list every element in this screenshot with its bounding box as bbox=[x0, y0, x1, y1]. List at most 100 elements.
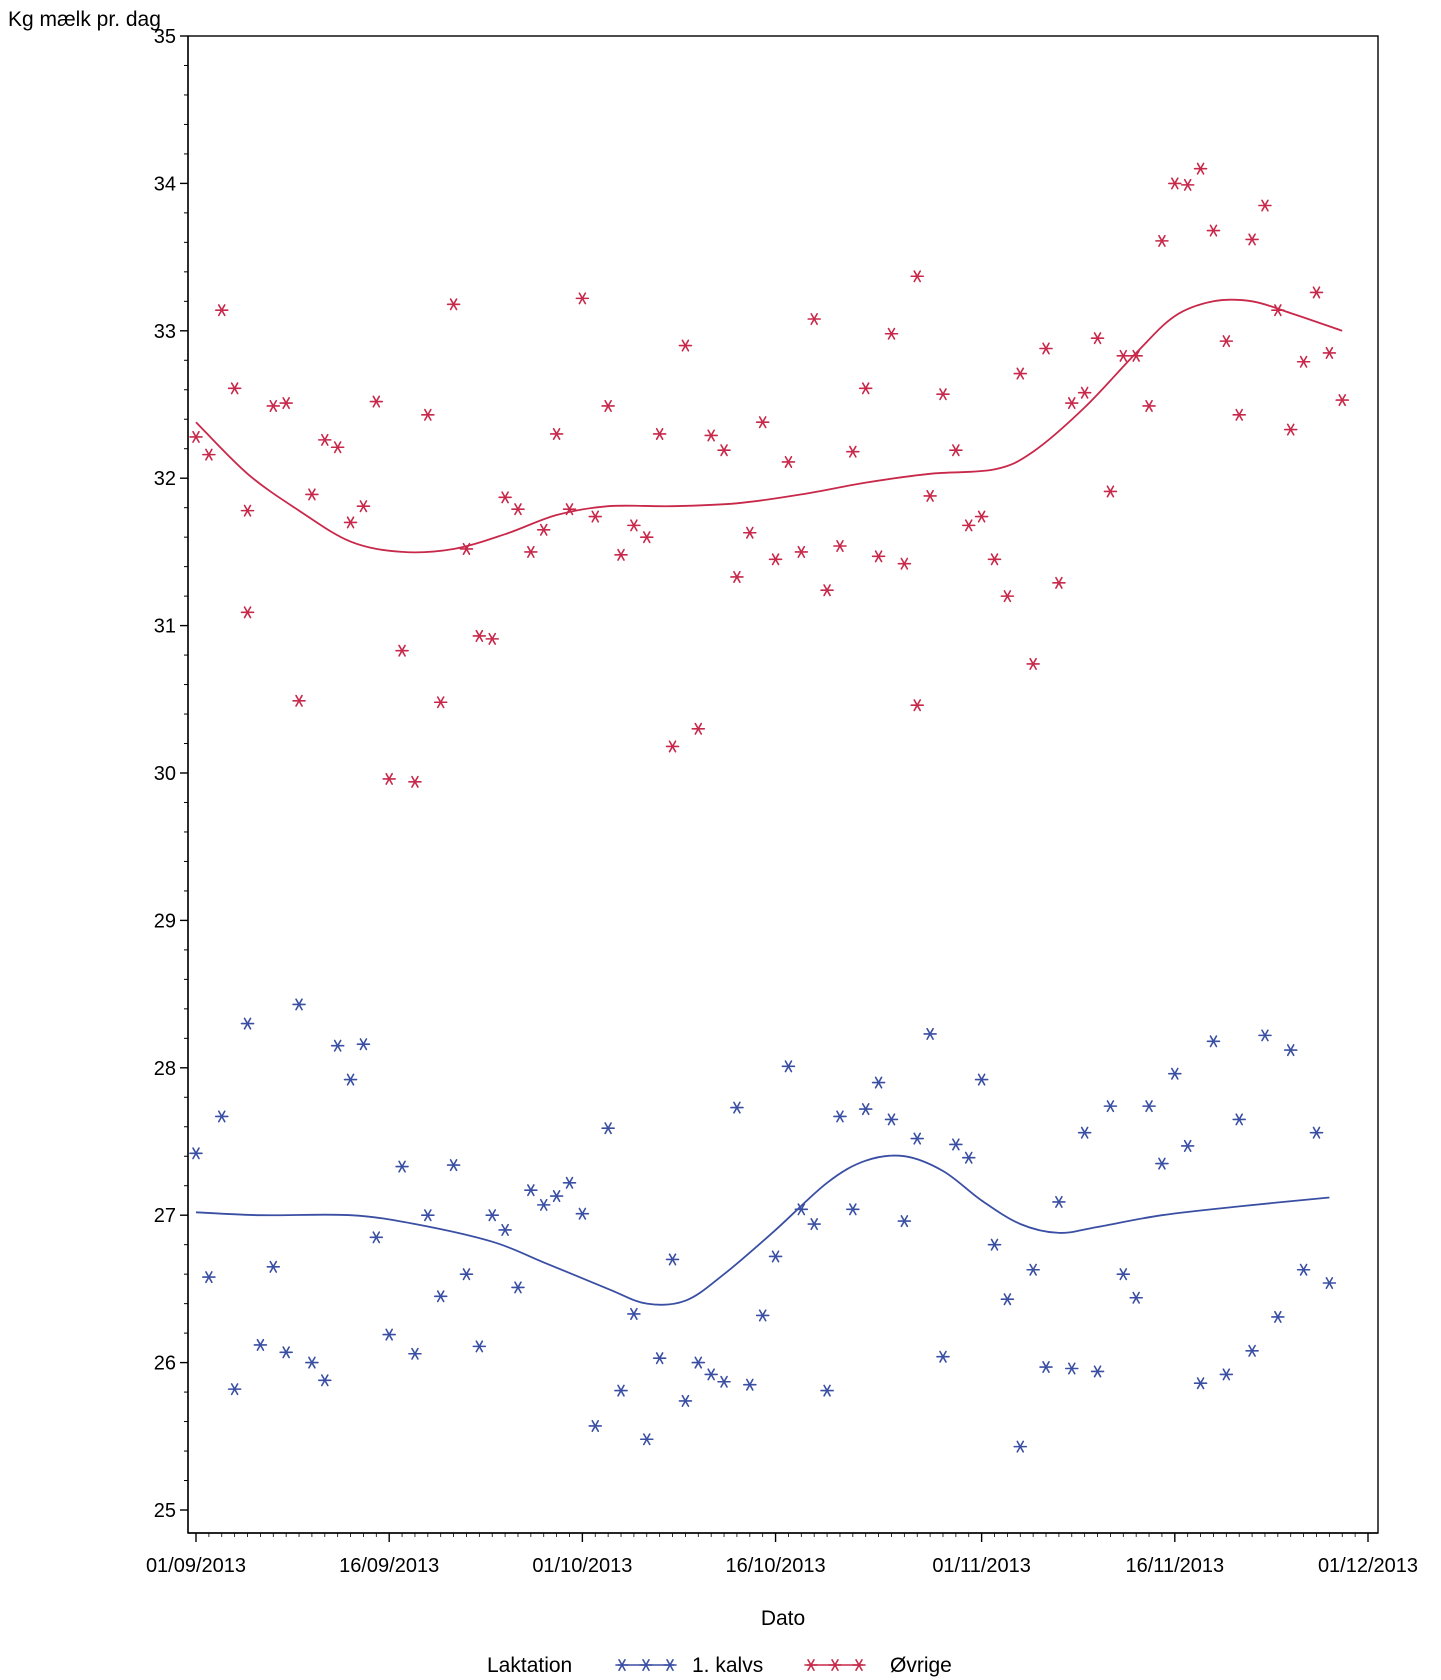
series-2-point bbox=[1000, 590, 1015, 603]
series-2-point bbox=[1193, 162, 1208, 175]
series-2-point bbox=[395, 644, 409, 657]
series-2-point bbox=[652, 427, 667, 441]
series-1-point bbox=[1206, 1035, 1221, 1048]
series-2-point bbox=[549, 427, 564, 441]
x-tick-label: 16/09/2013 bbox=[339, 1555, 439, 1577]
series-2-point bbox=[1180, 178, 1195, 191]
series-1-point bbox=[356, 1038, 371, 1051]
series-1-point bbox=[292, 998, 306, 1011]
series-2-point bbox=[472, 629, 487, 642]
series-1-point bbox=[459, 1268, 474, 1281]
series-1-point bbox=[1155, 1157, 1169, 1170]
series-2-point bbox=[627, 519, 641, 532]
series-1-point bbox=[1168, 1067, 1182, 1080]
series-1-point bbox=[1052, 1195, 1066, 1208]
x-axis: 01/09/2013 16/09/2013 01/10/2013 16/10/2013… bbox=[146, 1532, 1418, 1577]
legend-entry: Øvrige bbox=[804, 1654, 952, 1677]
legend-label: Øvrige bbox=[890, 1654, 952, 1677]
series-2-point bbox=[588, 510, 603, 523]
series-2-point bbox=[858, 382, 873, 395]
series-1-point bbox=[189, 1147, 203, 1160]
series-2-point bbox=[1052, 576, 1066, 589]
legend-title: Laktation bbox=[487, 1654, 572, 1677]
series-2-point bbox=[227, 382, 242, 395]
series-2-point bbox=[1077, 386, 1092, 399]
series-2-point bbox=[846, 445, 860, 458]
series-1-point bbox=[1026, 1263, 1040, 1276]
series-1-point bbox=[1013, 1440, 1028, 1453]
series-1-point bbox=[511, 1281, 525, 1294]
plot-area bbox=[187, 35, 1379, 1534]
series-1-point bbox=[1296, 1263, 1311, 1276]
y-axis: 25 26 27 28 29 30 31 32 33 34 35 bbox=[154, 26, 189, 1533]
series-1-point bbox=[1077, 1126, 1092, 1139]
series-2-point bbox=[433, 696, 448, 709]
legend-marker bbox=[804, 1658, 818, 1672]
y-tick-label: 29 bbox=[154, 910, 176, 932]
series-2-point bbox=[961, 519, 976, 532]
series-1-point bbox=[472, 1340, 487, 1353]
series-1-point bbox=[961, 1151, 976, 1164]
series-1-point bbox=[768, 1250, 783, 1263]
series-1-point bbox=[652, 1352, 667, 1365]
series-1-point bbox=[627, 1307, 641, 1320]
series-1-point bbox=[614, 1384, 628, 1397]
series-2-point bbox=[189, 430, 203, 443]
series-1-point bbox=[279, 1346, 293, 1359]
series-2-point bbox=[536, 523, 551, 536]
series-2-point bbox=[755, 416, 770, 429]
legend-label: 1. kalvs bbox=[692, 1654, 763, 1677]
series-2-point bbox=[794, 545, 809, 558]
series-2-point bbox=[910, 699, 925, 712]
series-2-point bbox=[1090, 332, 1105, 345]
series-2-point bbox=[1309, 286, 1324, 299]
series-1 bbox=[189, 998, 1337, 1453]
series-1-point bbox=[717, 1375, 731, 1388]
series-1-point bbox=[305, 1356, 319, 1369]
series-2-point bbox=[1155, 234, 1169, 247]
series-2-point bbox=[949, 444, 963, 457]
series-1-point bbox=[202, 1271, 216, 1284]
series-2-point bbox=[743, 526, 757, 539]
series-2-point bbox=[343, 516, 358, 529]
series-2-point bbox=[665, 740, 680, 753]
series-1-point bbox=[691, 1356, 706, 1369]
series-2-point bbox=[1206, 224, 1221, 237]
series-2-point bbox=[511, 503, 525, 516]
series-1-point bbox=[639, 1433, 654, 1446]
series-2-point bbox=[214, 304, 229, 317]
series-1-point bbox=[266, 1260, 281, 1273]
y-tick-label: 31 bbox=[154, 616, 176, 638]
y-tick-label: 32 bbox=[154, 468, 176, 490]
series-2-point bbox=[1129, 349, 1143, 362]
series-1-point bbox=[1309, 1126, 1324, 1139]
series-1-point bbox=[408, 1347, 422, 1360]
legend-marker bbox=[639, 1658, 653, 1672]
series-2-point bbox=[884, 327, 899, 340]
series-1-point bbox=[524, 1184, 538, 1197]
series-2-trend-line bbox=[195, 298, 1343, 554]
series-2-point bbox=[382, 772, 396, 785]
series-2-point bbox=[730, 570, 744, 583]
series-2-point bbox=[601, 399, 615, 412]
y-tick-label: 28 bbox=[154, 1058, 176, 1080]
series-2-point bbox=[1245, 233, 1259, 246]
series-2-point bbox=[923, 489, 937, 502]
series-2-point bbox=[691, 722, 706, 735]
series-1-point bbox=[987, 1238, 1002, 1251]
series-1-point bbox=[1271, 1310, 1285, 1323]
x-tick-label: 16/11/2013 bbox=[1126, 1555, 1225, 1577]
series-1-point bbox=[253, 1338, 268, 1351]
series-2-point bbox=[1064, 397, 1079, 410]
x-tick-label: 01/10/2013 bbox=[532, 1555, 632, 1577]
series-1-point bbox=[949, 1138, 963, 1151]
series-1-point bbox=[1245, 1344, 1259, 1357]
series-1-point bbox=[1180, 1139, 1195, 1152]
series-2-point bbox=[1142, 399, 1156, 412]
series-1-point bbox=[974, 1073, 989, 1086]
series-1-point bbox=[575, 1207, 590, 1220]
series-1-trend-line bbox=[195, 1154, 1330, 1306]
series-1-point bbox=[1283, 1044, 1298, 1057]
series-1-point bbox=[923, 1027, 937, 1040]
series-2-point bbox=[1296, 355, 1311, 368]
